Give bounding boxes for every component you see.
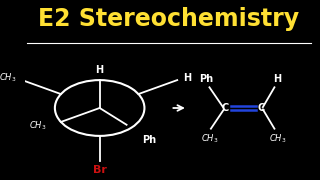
Text: Br: Br: [93, 165, 107, 175]
Text: $CH_3$: $CH_3$: [268, 132, 286, 145]
Text: H: H: [273, 74, 281, 84]
Text: H: H: [183, 73, 191, 83]
Text: $CH_3$: $CH_3$: [0, 72, 16, 84]
Text: Ph: Ph: [199, 74, 214, 84]
Text: C: C: [258, 103, 265, 113]
Text: H: H: [96, 65, 104, 75]
Text: Ph: Ph: [142, 135, 156, 145]
Text: E2 Stereochemistry: E2 Stereochemistry: [38, 7, 300, 31]
Text: C: C: [222, 103, 229, 113]
Text: $CH_3$: $CH_3$: [29, 119, 46, 132]
Text: $CH_3$: $CH_3$: [201, 132, 218, 145]
